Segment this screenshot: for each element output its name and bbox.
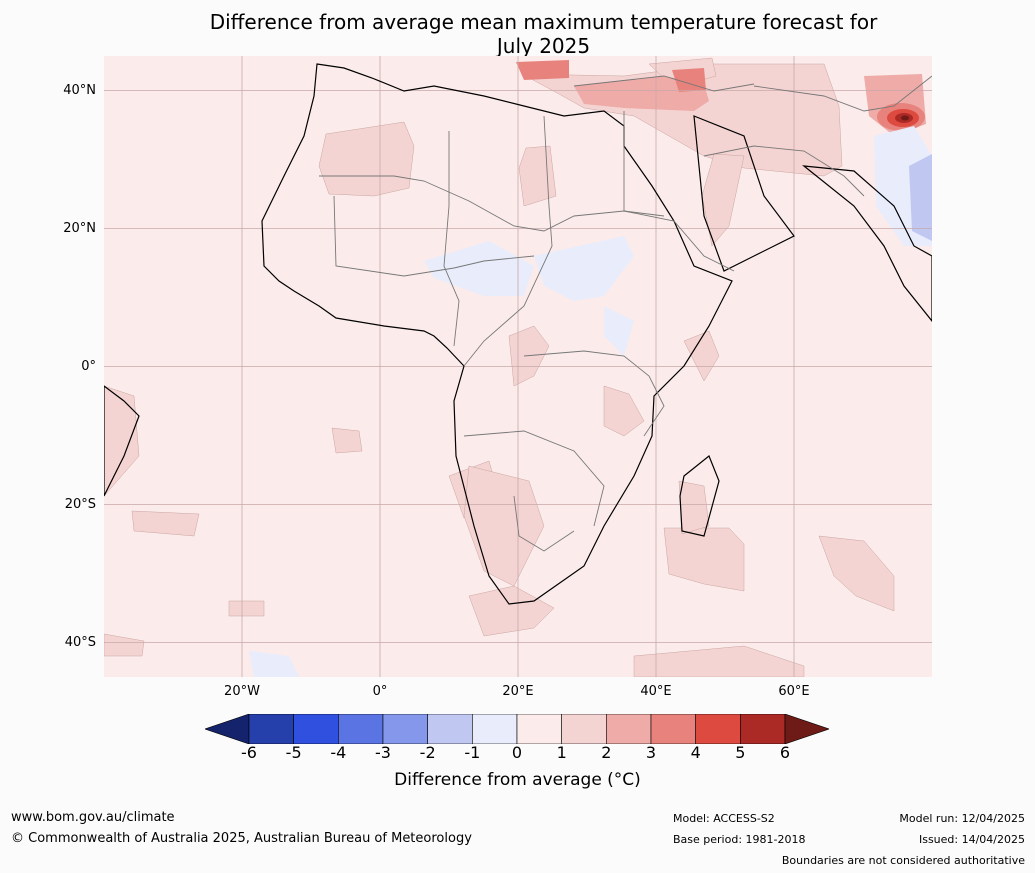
colorbar-tick-label: -1: [464, 743, 481, 762]
colorbar-segment: [427, 714, 473, 744]
colorbar-segment: [740, 714, 786, 744]
colorbar-segment: [293, 714, 339, 744]
model-text: Model: ACCESS-S2: [673, 812, 775, 825]
colorbar-tick-label: 0: [511, 743, 523, 762]
colorbar-segment: [561, 714, 607, 744]
longitude-label: 60°E: [778, 684, 810, 699]
colorbar-tick-label: -3: [375, 743, 391, 762]
colorbar-segment: [338, 714, 384, 744]
colorbar-label: Difference from average (°C): [394, 770, 641, 790]
colorbar-tick-label: -5: [285, 743, 302, 762]
base-period-text: Base period: 1981-2018: [673, 833, 806, 846]
colorbar-tick-label: 4: [690, 743, 701, 762]
latitude-label: 40°S: [64, 634, 96, 650]
colorbar-tick-label: -4: [330, 743, 347, 762]
colorbar-segment: [695, 714, 741, 744]
colorbar-segment: [472, 714, 518, 744]
colorbar-segment: [248, 714, 294, 744]
latitude-label: 0°: [81, 358, 96, 374]
latitude-label: 40°N: [63, 82, 96, 98]
issued-text: Issued: 14/04/2025: [918, 833, 1025, 846]
map-canvas: [103, 56, 933, 678]
colorbar-tick-label: 6: [779, 743, 791, 762]
longitude-label: 20°W: [224, 684, 260, 699]
colorbar-high-extend: [784, 714, 829, 744]
website-text: www.bom.gov.au/climate: [11, 810, 175, 825]
anomaly-cool-regions: [249, 126, 932, 677]
disclaimer-text: Boundaries are not considered authoritat…: [781, 854, 1025, 867]
longitude-label: 40°E: [640, 684, 672, 699]
forecast-map: [103, 56, 933, 678]
map-title-line2: July 2025: [496, 34, 591, 58]
map-title-line1: Difference from average mean maximum tem…: [209, 10, 878, 34]
model-run-text: Model run: 12/04/2025: [899, 812, 1025, 825]
colorbar-segment: [382, 714, 428, 744]
colorbar-tick-label: 2: [601, 743, 612, 762]
colorbar: [205, 714, 829, 744]
colorbar-tick-label: 5: [735, 743, 746, 762]
latitude-label: 20°N: [63, 220, 96, 236]
copyright-text: © Commonwealth of Australia 2025, Austra…: [11, 831, 472, 846]
colorbar-tick-label: 1: [556, 743, 567, 762]
latitude-label: 20°S: [64, 496, 96, 512]
colorbar-low-extend: [205, 714, 250, 744]
longitude-label: 20°E: [502, 684, 534, 699]
colorbar-segment: [606, 714, 652, 744]
colorbar-segment: [516, 714, 562, 744]
colorbar-tick-label: -2: [419, 743, 436, 762]
country-borders: [319, 75, 933, 552]
south-america-coast: [103, 384, 140, 497]
anomaly-hot-regions: [516, 60, 926, 136]
longitude-label: 0°: [372, 684, 388, 699]
colorbar-segment: [650, 714, 696, 744]
colorbar-tick-label: -6: [241, 743, 257, 762]
graticule: [104, 56, 932, 677]
arabia-coast: [693, 115, 795, 272]
colorbar-tick-label: 3: [645, 743, 657, 762]
madagascar-coast: [679, 455, 720, 537]
